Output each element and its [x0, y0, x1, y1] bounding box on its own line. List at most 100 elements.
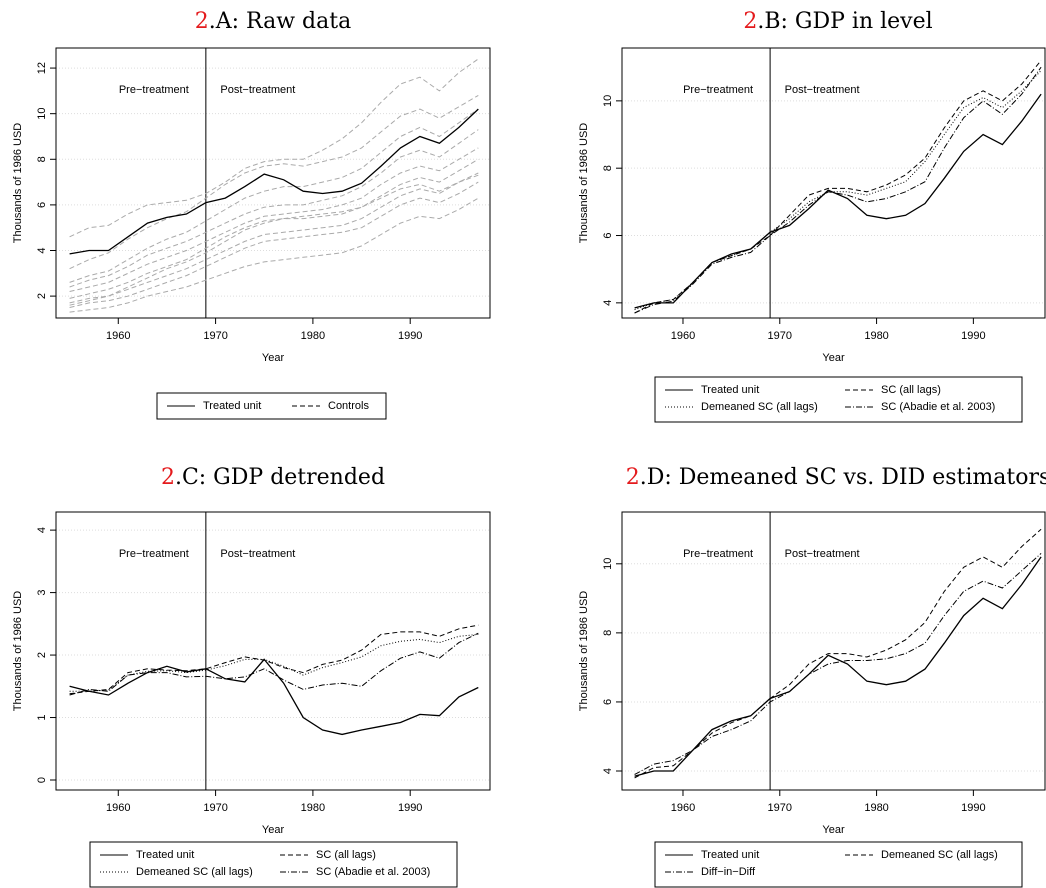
legend-label: Treated unit: [203, 400, 261, 412]
x-tick-label: 1990: [961, 330, 985, 342]
x-tick-label: 1980: [301, 802, 325, 814]
y-tick-label: 8: [36, 156, 48, 162]
x-tick-label: 1960: [671, 330, 695, 342]
y-tick-label: 8: [602, 165, 614, 171]
series-line: [634, 556, 1042, 777]
title-text: .C: GDP detrended: [175, 465, 385, 490]
x-tick-label: 1990: [398, 330, 422, 342]
annotation: Post−treatment: [785, 548, 860, 560]
panel: 2.D: Demeaned SC vs. DID estimators 4 6 8 10…: [578, 465, 1046, 888]
chart-title: 2.B: GDP in level: [743, 9, 932, 34]
x-tick-label: 1990: [961, 802, 985, 814]
x-tick-label: 1980: [864, 802, 888, 814]
legend-label: SC (Abadie et al. 2003): [881, 401, 995, 413]
annotation: Pre−treatment: [683, 84, 753, 96]
series-line: [69, 58, 479, 238]
title-number: 2: [626, 465, 640, 490]
panel: 2.B: GDP in level 4 6 8 10 1960 1970 1980 1990 Ye…: [578, 9, 1046, 423]
y-tick-label: 4: [36, 247, 48, 253]
x-tick-label: 1960: [671, 802, 695, 814]
y-axis-label: Thousands of 1986 USD: [578, 591, 590, 712]
series-line: [69, 158, 479, 299]
x-tick-label: 1960: [106, 802, 130, 814]
y-tick-label: 0: [36, 777, 48, 783]
legend-label: SC (Abadie et al. 2003): [316, 866, 430, 878]
y-tick-label: 2: [36, 293, 48, 299]
legend-box: [654, 376, 1023, 423]
series-line: [69, 174, 479, 306]
x-tick-label: 1960: [106, 330, 130, 342]
annotation: Post−treatment: [220, 548, 295, 560]
y-tick-label: 1: [36, 714, 48, 720]
series-line: [634, 66, 1042, 314]
y-axis-label: Thousands of 1986 USD: [12, 123, 24, 244]
annotation: Post−treatment: [785, 84, 860, 96]
title-text: .A: Raw data: [209, 9, 351, 34]
y-axis-label: Thousands of 1986 USD: [12, 591, 24, 712]
legend-label: Demeaned SC (all lags): [701, 401, 818, 413]
legend-label: SC (all lags): [881, 384, 941, 396]
legend-label: Treated unit: [136, 849, 194, 861]
series-line: [69, 633, 479, 692]
x-axis-label: Year: [262, 352, 285, 364]
annotation: Post−treatment: [220, 84, 295, 96]
title-number: 2: [195, 9, 209, 34]
series-line: [69, 147, 479, 292]
legend-label: SC (all lags): [316, 849, 376, 861]
title-text: .D: Demeaned SC vs. DID estimators: [640, 465, 1046, 490]
series-line: [69, 181, 479, 308]
plot-frame: [55, 47, 491, 319]
series-line: [69, 108, 479, 283]
y-tick-label: 4: [36, 527, 48, 533]
y-tick-label: 6: [36, 202, 48, 208]
title-number: 2: [161, 465, 175, 490]
legend-label: Demeaned SC (all lags): [136, 866, 253, 878]
y-tick-label: 6: [602, 699, 614, 705]
series-line: [69, 624, 479, 695]
y-tick-label: 2: [36, 652, 48, 658]
y-tick-label: 3: [36, 590, 48, 596]
y-tick-label: 10: [602, 558, 614, 570]
legend-label: Controls: [328, 400, 369, 412]
series-line: [69, 658, 479, 736]
legend-label: Treated unit: [701, 384, 759, 396]
legend-label: Treated unit: [701, 849, 759, 861]
y-tick-label: 10: [36, 108, 48, 120]
x-axis-label: Year: [822, 352, 845, 364]
legend-box: [89, 841, 458, 888]
legend-label: Diff−in−Diff: [701, 866, 756, 878]
legend-label: Demeaned SC (all lags): [881, 849, 998, 861]
plot-frame: [55, 511, 491, 791]
series-line: [634, 528, 1042, 779]
chart-title: 2.D: Demeaned SC vs. DID estimators: [626, 465, 1046, 490]
series-line: [634, 93, 1042, 309]
x-tick-label: 1970: [768, 330, 792, 342]
y-tick-label: 4: [602, 768, 614, 774]
y-tick-label: 12: [36, 62, 48, 74]
title-text: .B: GDP in level: [757, 9, 932, 34]
series-line: [634, 553, 1042, 775]
legend-box: [156, 392, 387, 420]
y-axis-label: Thousands of 1986 USD: [578, 123, 590, 244]
x-tick-label: 1970: [203, 330, 227, 342]
x-axis-label: Year: [262, 824, 285, 836]
x-tick-label: 1970: [768, 802, 792, 814]
legend-box: [654, 841, 1023, 888]
series-line: [69, 108, 479, 255]
plot-frame: [621, 47, 1046, 319]
series-line: [69, 172, 479, 304]
x-tick-label: 1980: [301, 330, 325, 342]
series-line: [69, 632, 479, 696]
title-number: 2: [743, 9, 757, 34]
x-axis-label: Year: [822, 824, 845, 836]
x-tick-label: 1980: [864, 330, 888, 342]
y-tick-label: 10: [602, 95, 614, 107]
series-line: [634, 60, 1042, 314]
chart-title: 2.A: Raw data: [195, 9, 351, 34]
series-line: [69, 197, 479, 313]
annotation: Pre−treatment: [119, 548, 189, 560]
series-line: [634, 70, 1042, 311]
